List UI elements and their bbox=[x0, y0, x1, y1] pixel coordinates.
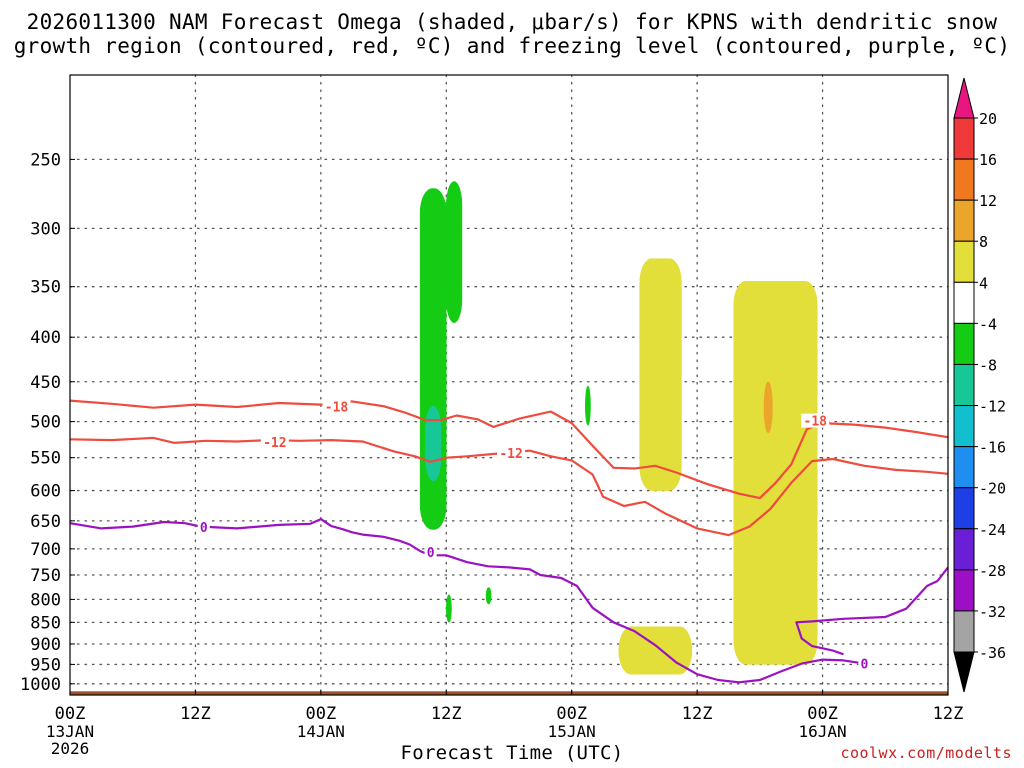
omega-shaded-area bbox=[446, 594, 452, 623]
pressure-tick-label: 600 bbox=[30, 482, 61, 502]
date-tick-label: 16JAN bbox=[798, 722, 846, 741]
contour-label-background bbox=[197, 519, 210, 534]
colorbar-top-triangle bbox=[953, 77, 975, 119]
omega-shaded-area bbox=[446, 181, 463, 323]
contour-label: 0 bbox=[427, 546, 435, 561]
omega-shaded-area bbox=[639, 258, 682, 491]
contour-label-background bbox=[260, 434, 289, 449]
contour-label: 0 bbox=[860, 657, 868, 672]
omega-shaded-area bbox=[733, 280, 818, 665]
time-tick-label: 12Z bbox=[180, 704, 211, 724]
isotherm-contour bbox=[69, 518, 865, 684]
date-tick-label: 14JAN bbox=[297, 722, 345, 741]
time-tick-label: 12Z bbox=[431, 704, 462, 724]
colorbar-label: 12 bbox=[979, 192, 997, 210]
contour-label-background bbox=[801, 413, 830, 428]
colorbar-box bbox=[953, 158, 975, 201]
isotherm-contour-layer bbox=[69, 399, 949, 684]
colorbar-box bbox=[953, 363, 975, 407]
contour-label-background bbox=[322, 399, 351, 414]
time-tick-label: 00Z bbox=[556, 704, 587, 724]
colorbar-box bbox=[953, 487, 975, 530]
pressure-tick-label: 750 bbox=[30, 566, 61, 586]
contour-label: -18 bbox=[804, 415, 828, 430]
contour-label: -12 bbox=[263, 436, 286, 451]
pressure-tick-label: 450 bbox=[30, 373, 61, 393]
colorbar-box bbox=[953, 528, 975, 571]
x-axis-label: Forecast Time (UTC) bbox=[400, 742, 624, 764]
colorbar-label: -36 bbox=[979, 644, 1006, 662]
colorbar-label: -32 bbox=[979, 603, 1006, 621]
contour-label-background bbox=[497, 446, 526, 461]
colorbar-box bbox=[953, 446, 975, 489]
pressure-tick-label: 350 bbox=[30, 278, 61, 298]
colorbar-label: 20 bbox=[979, 110, 997, 128]
colorbar-box bbox=[953, 569, 975, 612]
isotherm-contour bbox=[795, 566, 949, 656]
year-tick-label: 2026 bbox=[51, 739, 90, 758]
pressure-tick-label: 300 bbox=[30, 219, 61, 239]
contour-label: -18 bbox=[325, 401, 349, 416]
contour-label-layer: -18 -18 -12 -12 0 0 0 bbox=[197, 399, 871, 672]
pressure-tick-label: 900 bbox=[30, 635, 61, 655]
omega-shaded-area bbox=[763, 381, 773, 434]
contour-label: -12 bbox=[499, 447, 522, 462]
colorbar-bottom-triangle bbox=[953, 651, 975, 693]
colorbar-label: 16 bbox=[979, 151, 997, 169]
plot-frame bbox=[69, 74, 949, 696]
omega-shaded-area bbox=[585, 385, 591, 426]
colorbar-label: -8 bbox=[979, 356, 997, 374]
isotherm-contour bbox=[69, 436, 949, 537]
time-tick-label: 00Z bbox=[807, 704, 838, 724]
colorbar-box bbox=[953, 405, 975, 448]
omega-shaded-area bbox=[425, 405, 442, 482]
date-tick-label: 15JAN bbox=[548, 722, 596, 741]
omega-colorbar: 20 16 12 8 4 -4 -8 -12 -16 -20 -24 -28 -32 -36 bbox=[953, 77, 1006, 693]
colorbar-label: -28 bbox=[979, 562, 1006, 580]
isotherm-contour bbox=[69, 399, 949, 500]
time-tick-label: 00Z bbox=[305, 704, 336, 724]
date-tick-label: 13JAN bbox=[46, 722, 94, 741]
omega-shaded-area bbox=[618, 626, 693, 675]
contour-label-background bbox=[858, 656, 871, 671]
pressure-axis: 2503003504004505005506006507007508008509… bbox=[20, 150, 75, 695]
pressure-tick-label: 550 bbox=[30, 449, 61, 469]
colorbar-label: -20 bbox=[979, 480, 1006, 498]
terrain-surface bbox=[70, 691, 948, 695]
time-tick-label: 12Z bbox=[933, 704, 964, 724]
omega-shading-layer bbox=[419, 181, 818, 675]
colorbar-label: -4 bbox=[979, 315, 997, 333]
time-tick-label: 00Z bbox=[55, 704, 86, 724]
colorbar-box bbox=[953, 322, 975, 365]
pressure-tick-label: 700 bbox=[30, 540, 61, 560]
colorbar-box bbox=[953, 610, 975, 653]
chart-title-line-1: 2026011300 NAM Forecast Omega (shaded, μ… bbox=[26, 10, 998, 34]
colorbar-box bbox=[953, 199, 975, 242]
contour-label: 0 bbox=[200, 521, 208, 536]
colorbar-label: -16 bbox=[979, 439, 1006, 457]
time-tick-label: 12Z bbox=[682, 704, 713, 724]
colorbar-label: 8 bbox=[979, 233, 988, 251]
pressure-tick-label: 850 bbox=[30, 613, 61, 633]
pressure-tick-label: 950 bbox=[30, 655, 61, 675]
colorbar-label: -24 bbox=[979, 521, 1006, 539]
pressure-tick-label: 250 bbox=[30, 150, 61, 170]
omega-shaded-area bbox=[485, 587, 492, 605]
pressure-tick-label: 800 bbox=[30, 590, 61, 610]
pressure-tick-label: 1000 bbox=[20, 675, 61, 695]
credit-link[interactable]: coolwx.com/modelts bbox=[840, 744, 1012, 762]
colorbar-label: 4 bbox=[979, 274, 988, 292]
pressure-tick-label: 400 bbox=[30, 328, 61, 348]
pressure-tick-label: 500 bbox=[30, 413, 61, 433]
contour-label-background bbox=[424, 545, 437, 560]
colorbar-label: -12 bbox=[979, 398, 1006, 416]
colorbar-box bbox=[953, 281, 975, 324]
colorbar-box bbox=[953, 117, 975, 160]
colorbar-box bbox=[953, 240, 975, 283]
chart-title-line-2: growth region (contoured, red, ºC) and f… bbox=[13, 34, 1011, 58]
pressure-tick-label: 650 bbox=[30, 512, 61, 532]
